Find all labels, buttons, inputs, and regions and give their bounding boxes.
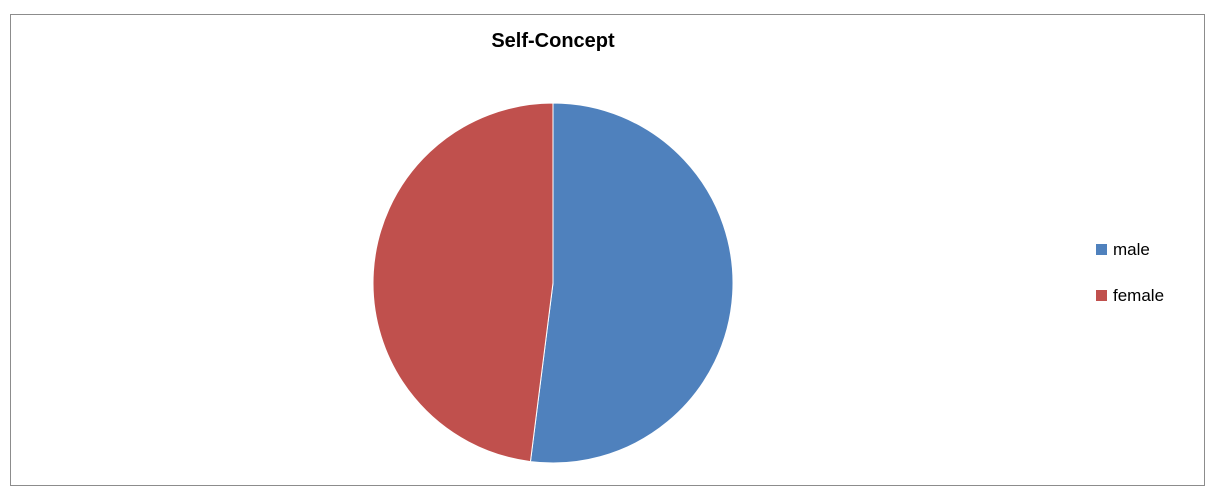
pie-slice-male [529, 102, 734, 464]
legend: male female [1096, 238, 1164, 330]
chart-title: Self-Concept [491, 30, 615, 52]
legend-label-female: female [1113, 285, 1165, 305]
legend-item-female: female [1096, 284, 1164, 307]
legend-item-male: male [1096, 238, 1164, 261]
legend-swatch-female [1096, 290, 1107, 301]
legend-label-male: male [1113, 239, 1150, 259]
pie-slice-female [372, 102, 554, 463]
legend-swatch-male [1096, 244, 1107, 255]
